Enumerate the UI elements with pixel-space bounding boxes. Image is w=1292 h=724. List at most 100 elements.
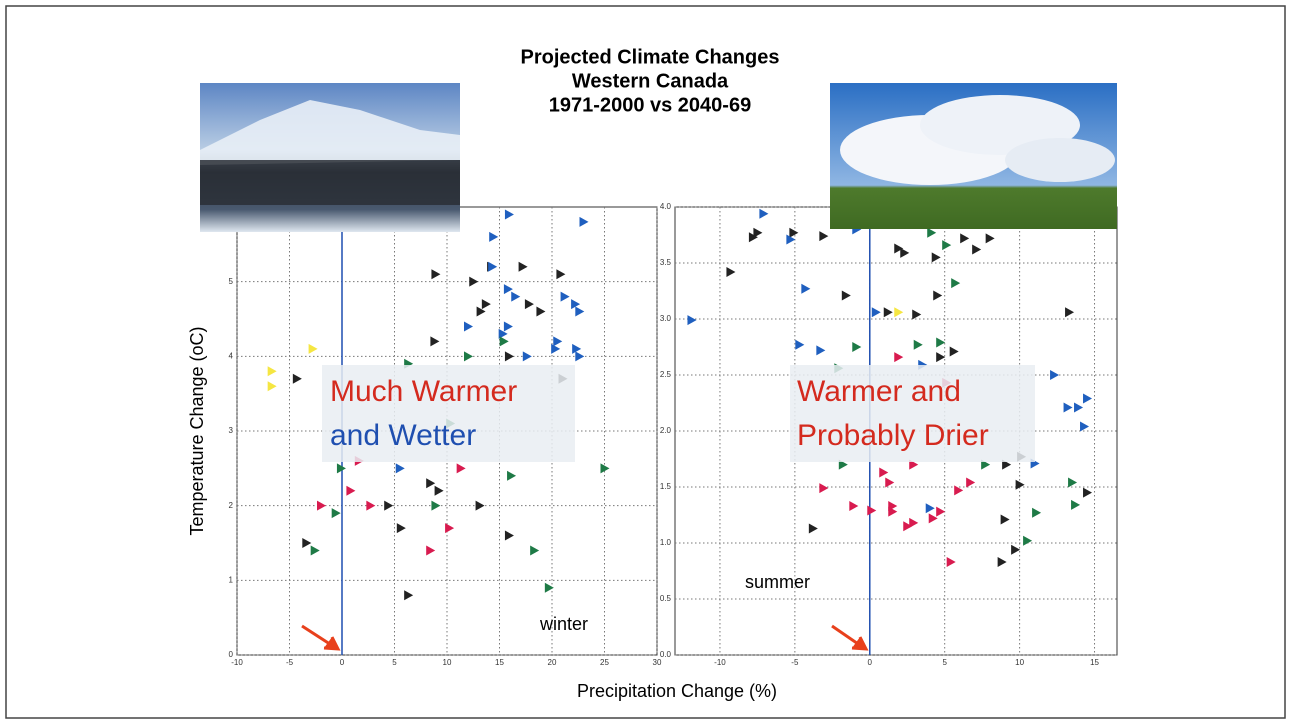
point: [1071, 499, 1081, 510]
x-tick-label: 15: [495, 658, 504, 667]
point: [942, 240, 952, 251]
point: [469, 276, 479, 287]
point: [928, 513, 938, 524]
point: [894, 352, 904, 363]
point: [346, 485, 356, 496]
point: [544, 582, 554, 593]
point: [1065, 307, 1075, 318]
point: [579, 216, 589, 227]
point: [726, 266, 736, 277]
y-tick-label: 0.0: [660, 650, 672, 659]
x-tick-label: 10: [1015, 658, 1024, 667]
point: [504, 209, 514, 220]
point: [522, 351, 532, 362]
x-axis-label: Precipitation Change (%): [577, 681, 777, 701]
point: [946, 557, 956, 568]
point: [481, 299, 491, 310]
point: [927, 227, 937, 238]
point: [426, 478, 436, 489]
point: [894, 243, 904, 254]
point: [909, 517, 919, 528]
arrow: [301, 624, 341, 651]
point: [600, 463, 610, 474]
point: [1011, 544, 1021, 555]
point: [1074, 402, 1084, 413]
point: [786, 234, 796, 245]
point: [317, 500, 326, 511]
point: [997, 557, 1007, 568]
point: [503, 284, 513, 295]
point: [759, 208, 769, 219]
point: [384, 500, 394, 511]
point: [816, 345, 826, 356]
point: [1080, 421, 1090, 432]
point: [488, 261, 498, 272]
point: [426, 545, 436, 556]
point: [753, 227, 763, 238]
point: [933, 290, 943, 301]
y-tick-label: 0.5: [660, 594, 672, 603]
point: [888, 506, 898, 517]
x-tick-label: -5: [791, 658, 799, 667]
point: [879, 467, 889, 478]
point: [575, 306, 585, 317]
point: [430, 336, 440, 347]
x-tick-label: 0: [868, 658, 873, 667]
point: [909, 459, 919, 470]
point: [331, 508, 341, 519]
point: [498, 328, 508, 339]
title-line: 1971-2000 vs 2040-69: [549, 94, 751, 116]
point: [789, 227, 799, 238]
point: [507, 470, 517, 481]
point: [530, 545, 540, 556]
y-tick-label: 1.5: [660, 482, 672, 491]
y-tick-label: 3.0: [660, 314, 672, 323]
point: [1002, 459, 1012, 470]
point: [936, 352, 946, 363]
point: [1083, 393, 1093, 404]
point: [475, 500, 485, 511]
point: [524, 299, 534, 310]
title-line: Western Canada: [572, 70, 729, 92]
point: [885, 477, 895, 488]
x-tick-label: -10: [231, 658, 243, 667]
point: [925, 503, 935, 514]
point: [1032, 507, 1042, 518]
point: [966, 477, 976, 488]
point: [464, 321, 473, 332]
point: [1050, 370, 1060, 380]
point: [456, 463, 466, 474]
y-tick-label: 2.0: [660, 426, 672, 435]
point: [903, 521, 913, 532]
point: [434, 485, 444, 496]
point: [849, 501, 859, 512]
y-tick-label: 2.5: [660, 370, 672, 379]
point: [808, 523, 818, 534]
x-tick-label: 5: [942, 658, 947, 667]
photo-winter: [200, 83, 460, 232]
point: [396, 523, 406, 534]
point: [431, 269, 441, 280]
annotation: Probably Drier: [797, 419, 989, 452]
point: [1068, 477, 1078, 488]
point: [431, 500, 441, 511]
x-tick-label: 25: [600, 658, 609, 667]
point: [1063, 402, 1073, 413]
point: [395, 463, 405, 474]
y-axis-label: Temperature Change (oC): [187, 326, 207, 535]
x-tick-label: 15: [1090, 658, 1099, 667]
point: [551, 343, 561, 354]
point: [292, 373, 302, 384]
point: [841, 290, 851, 301]
point: [572, 343, 582, 354]
point: [499, 336, 509, 347]
point: [503, 321, 513, 332]
y-tick-label: 4.0: [660, 202, 672, 211]
annotation: Much Warmer: [330, 375, 517, 408]
point: [302, 538, 312, 548]
point: [553, 336, 563, 347]
point: [894, 307, 904, 318]
point: [985, 233, 995, 244]
point: [560, 291, 570, 302]
